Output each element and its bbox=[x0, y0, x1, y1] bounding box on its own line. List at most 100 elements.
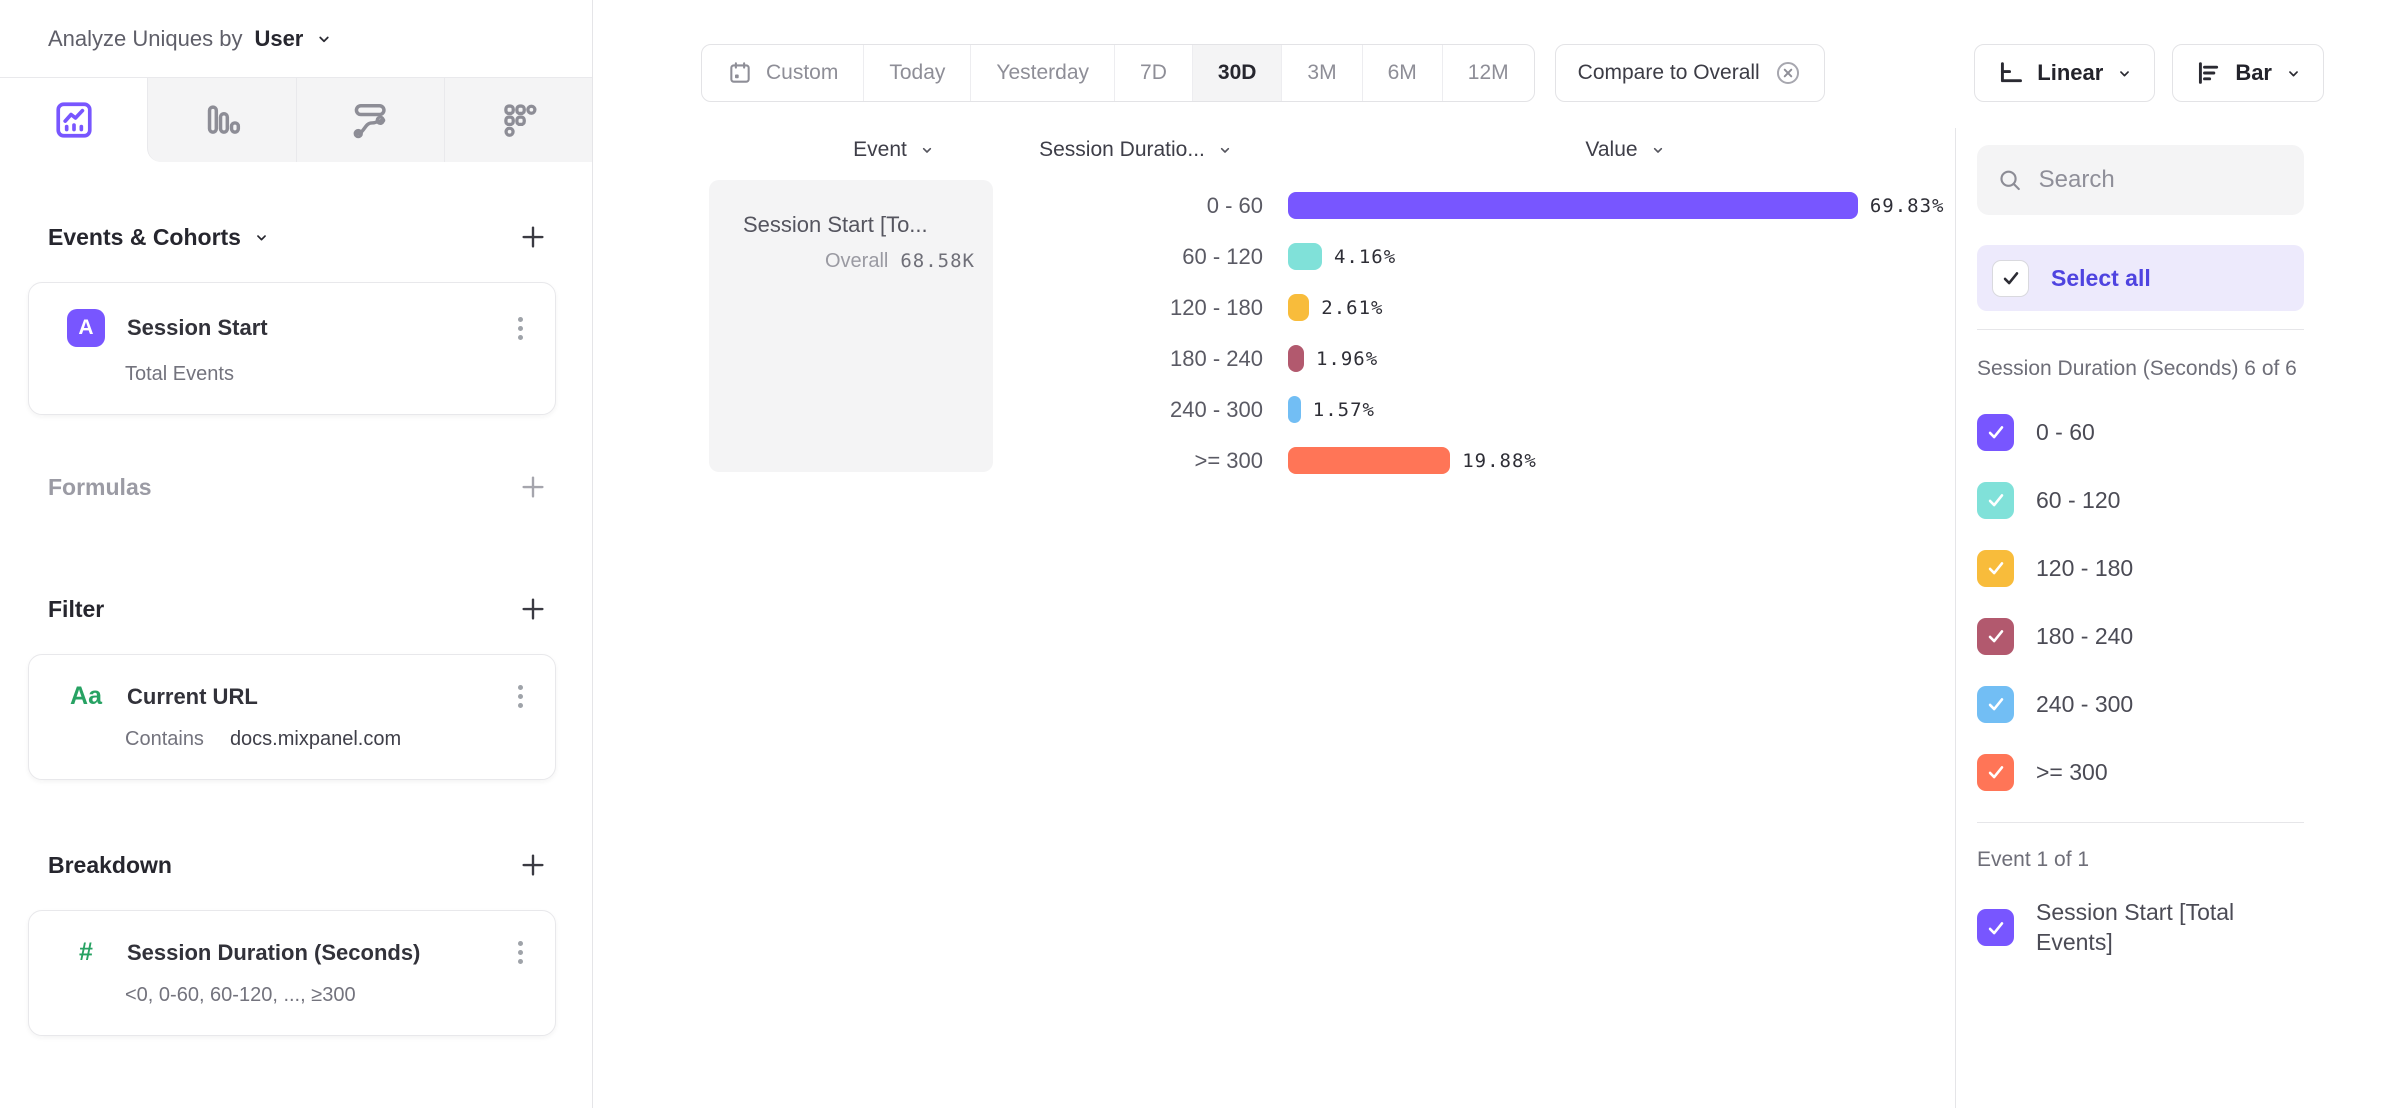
breakdown-segment-list: 0 - 60 60 - 120 120 - 180 180 - 240 bbox=[1977, 398, 2304, 806]
column-header-value[interactable]: Value bbox=[1296, 138, 1955, 162]
breakdown-card-subtitle[interactable]: <0, 0-60, 60-120, ..., ≥300 bbox=[125, 984, 356, 1006]
add-event-button[interactable] bbox=[516, 220, 550, 254]
bar-row-label: 120 - 180 bbox=[1170, 294, 1263, 320]
bar-row: 180 - 240 1.96% bbox=[1001, 333, 1955, 384]
panel-divider bbox=[1977, 822, 2304, 824]
add-formula-button[interactable] bbox=[516, 470, 550, 504]
flows-icon bbox=[353, 103, 386, 139]
horizontal-bar-chart-icon bbox=[2199, 62, 2219, 84]
events-section-title[interactable]: Events & Cohorts bbox=[48, 224, 270, 251]
event-group-cell[interactable]: Session Start [To... Overall 68.58K bbox=[709, 180, 993, 472]
segment-checkbox[interactable] bbox=[1977, 413, 2014, 451]
bar-segment[interactable] bbox=[1288, 345, 1304, 372]
segment-checkbox-row[interactable]: 0 - 60 bbox=[1977, 398, 2304, 466]
event-letter-badge: A bbox=[67, 309, 105, 347]
segment-label: 60 - 120 bbox=[2036, 486, 2121, 513]
filter-card-title[interactable]: Current URL bbox=[127, 683, 258, 709]
segment-checkbox-row[interactable]: 120 - 180 bbox=[1977, 534, 2304, 602]
value-scale-dropdown[interactable]: Linear bbox=[1974, 44, 2156, 102]
segment-checkbox[interactable] bbox=[1977, 909, 2014, 947]
checkmark-icon bbox=[1988, 494, 2003, 507]
filter-card-menu-icon[interactable] bbox=[512, 681, 529, 712]
analyze-label: Analyze Uniques by bbox=[48, 25, 243, 51]
bar-row-label: 180 - 240 bbox=[1170, 345, 1263, 371]
chevron-down-icon bbox=[1220, 147, 1230, 153]
column-header-event[interactable]: Event bbox=[709, 138, 993, 162]
segment-checkbox[interactable] bbox=[1977, 685, 2014, 723]
add-breakdown-button[interactable] bbox=[516, 848, 550, 882]
segment-checkbox[interactable] bbox=[1977, 549, 2014, 587]
segment-checkbox-row[interactable]: Session Start [Total Events] bbox=[1977, 890, 2304, 966]
filter-operator[interactable]: Contains bbox=[125, 728, 204, 750]
analyze-value-dropdown[interactable]: User bbox=[254, 25, 304, 51]
date-range-7d[interactable]: 7D bbox=[1114, 45, 1192, 101]
date-range-3m[interactable]: 3M bbox=[1281, 45, 1361, 101]
segment-checkbox-row[interactable]: 180 - 240 bbox=[1977, 602, 2304, 670]
add-filter-button[interactable] bbox=[516, 592, 550, 626]
date-range-30d[interactable]: 30D bbox=[1191, 45, 1282, 101]
report-main-column: Custom Today Yesterday 7D 30D 3M 6M 12M … bbox=[593, 0, 2398, 1108]
retention-grid-icon bbox=[504, 104, 537, 137]
breakdown-card-title[interactable]: Session Duration (Seconds) bbox=[127, 939, 421, 965]
linear-scale-icon bbox=[2001, 62, 2023, 83]
date-range-custom[interactable]: Custom bbox=[702, 45, 863, 101]
filter-card-current-url[interactable]: Aa Current URL Contains docs.mixpanel.com bbox=[28, 654, 556, 780]
chart-body: Session Start [To... Overall 68.58K 0 - 6… bbox=[709, 180, 1955, 486]
event-card-menu-icon[interactable] bbox=[512, 313, 529, 344]
builder-sections: Events & Cohorts A Session Start Total E… bbox=[0, 162, 592, 1108]
checkmark-icon bbox=[2003, 272, 2018, 285]
filter-card-subtitle[interactable]: Contains docs.mixpanel.com bbox=[125, 728, 529, 751]
event-card-subtitle[interactable]: Total Events bbox=[125, 363, 234, 385]
remove-compare-circle-x-icon[interactable] bbox=[1774, 59, 1802, 87]
bar-segment[interactable] bbox=[1288, 396, 1301, 423]
numeric-property-icon: # bbox=[79, 938, 93, 966]
tab-bar-chart[interactable] bbox=[147, 78, 296, 162]
breakdown-card-session-duration[interactable]: # Session Duration (Seconds) <0, 0-60, 6… bbox=[28, 910, 556, 1036]
tab-insights[interactable] bbox=[0, 78, 148, 162]
bar-segment[interactable] bbox=[1288, 294, 1310, 321]
segment-checkbox-row[interactable]: >= 300 bbox=[1977, 738, 2304, 806]
column-header-breakdown[interactable]: Session Duratio... bbox=[1001, 138, 1271, 162]
chart-and-legend-region: Event Session Duratio... Value Session S bbox=[593, 128, 2398, 1108]
bar-segment[interactable] bbox=[1288, 192, 1858, 219]
panel-divider bbox=[1977, 329, 2304, 330]
bar-value-label: 1.96% bbox=[1315, 347, 1379, 370]
event-card-title[interactable]: Session Start bbox=[127, 315, 268, 340]
date-range-yesterday[interactable]: Yesterday bbox=[970, 45, 1114, 101]
bar-row-label: >= 300 bbox=[1194, 447, 1263, 473]
chevron-down-icon bbox=[2289, 70, 2298, 76]
search-input[interactable] bbox=[2038, 166, 2284, 194]
checkmark-icon bbox=[1988, 766, 2003, 779]
checkmark-icon bbox=[1988, 630, 2003, 643]
chevron-down-icon bbox=[922, 147, 931, 153]
event-group-label: Event 1 of 1 bbox=[1977, 848, 2090, 872]
chevron-down-icon[interactable] bbox=[315, 30, 333, 48]
filter-value[interactable]: docs.mixpanel.com bbox=[229, 728, 402, 750]
chart-type-dropdown[interactable]: Bar bbox=[2172, 44, 2324, 102]
checkmark-icon bbox=[1988, 562, 2003, 575]
overall-value: 68.58K bbox=[900, 250, 975, 272]
segment-search-box[interactable] bbox=[1977, 145, 2304, 215]
bar-segment[interactable] bbox=[1288, 447, 1451, 474]
chevron-down-icon bbox=[257, 234, 266, 240]
select-all-row[interactable]: Select all bbox=[1977, 245, 2304, 311]
select-all-checkbox[interactable] bbox=[1992, 259, 2029, 297]
bar-row-label: 60 - 120 bbox=[1182, 243, 1263, 269]
segment-checkbox[interactable] bbox=[1977, 617, 2014, 655]
event-card-session-start[interactable]: A Session Start Total Events bbox=[28, 282, 556, 415]
segment-checkbox[interactable] bbox=[1977, 753, 2014, 791]
filter-section-header: Filter bbox=[48, 592, 550, 626]
bar-row: 60 - 120 4.16% bbox=[1001, 231, 1955, 282]
segment-checkbox-row[interactable]: 240 - 300 bbox=[1977, 670, 2304, 738]
date-range-today[interactable]: Today bbox=[863, 45, 970, 101]
calendar-icon bbox=[730, 62, 750, 83]
tab-retention[interactable] bbox=[443, 78, 592, 162]
segment-checkbox[interactable] bbox=[1977, 481, 2014, 519]
compare-to-overall-button[interactable]: Compare to Overall bbox=[1554, 44, 1825, 102]
segment-checkbox-row[interactable]: 60 - 120 bbox=[1977, 466, 2304, 534]
date-range-6m[interactable]: 6M bbox=[1361, 45, 1442, 101]
breakdown-card-menu-icon[interactable] bbox=[512, 937, 529, 968]
date-range-12m[interactable]: 12M bbox=[1441, 45, 1534, 101]
bar-segment[interactable] bbox=[1288, 243, 1322, 270]
tab-flows[interactable] bbox=[295, 78, 444, 162]
